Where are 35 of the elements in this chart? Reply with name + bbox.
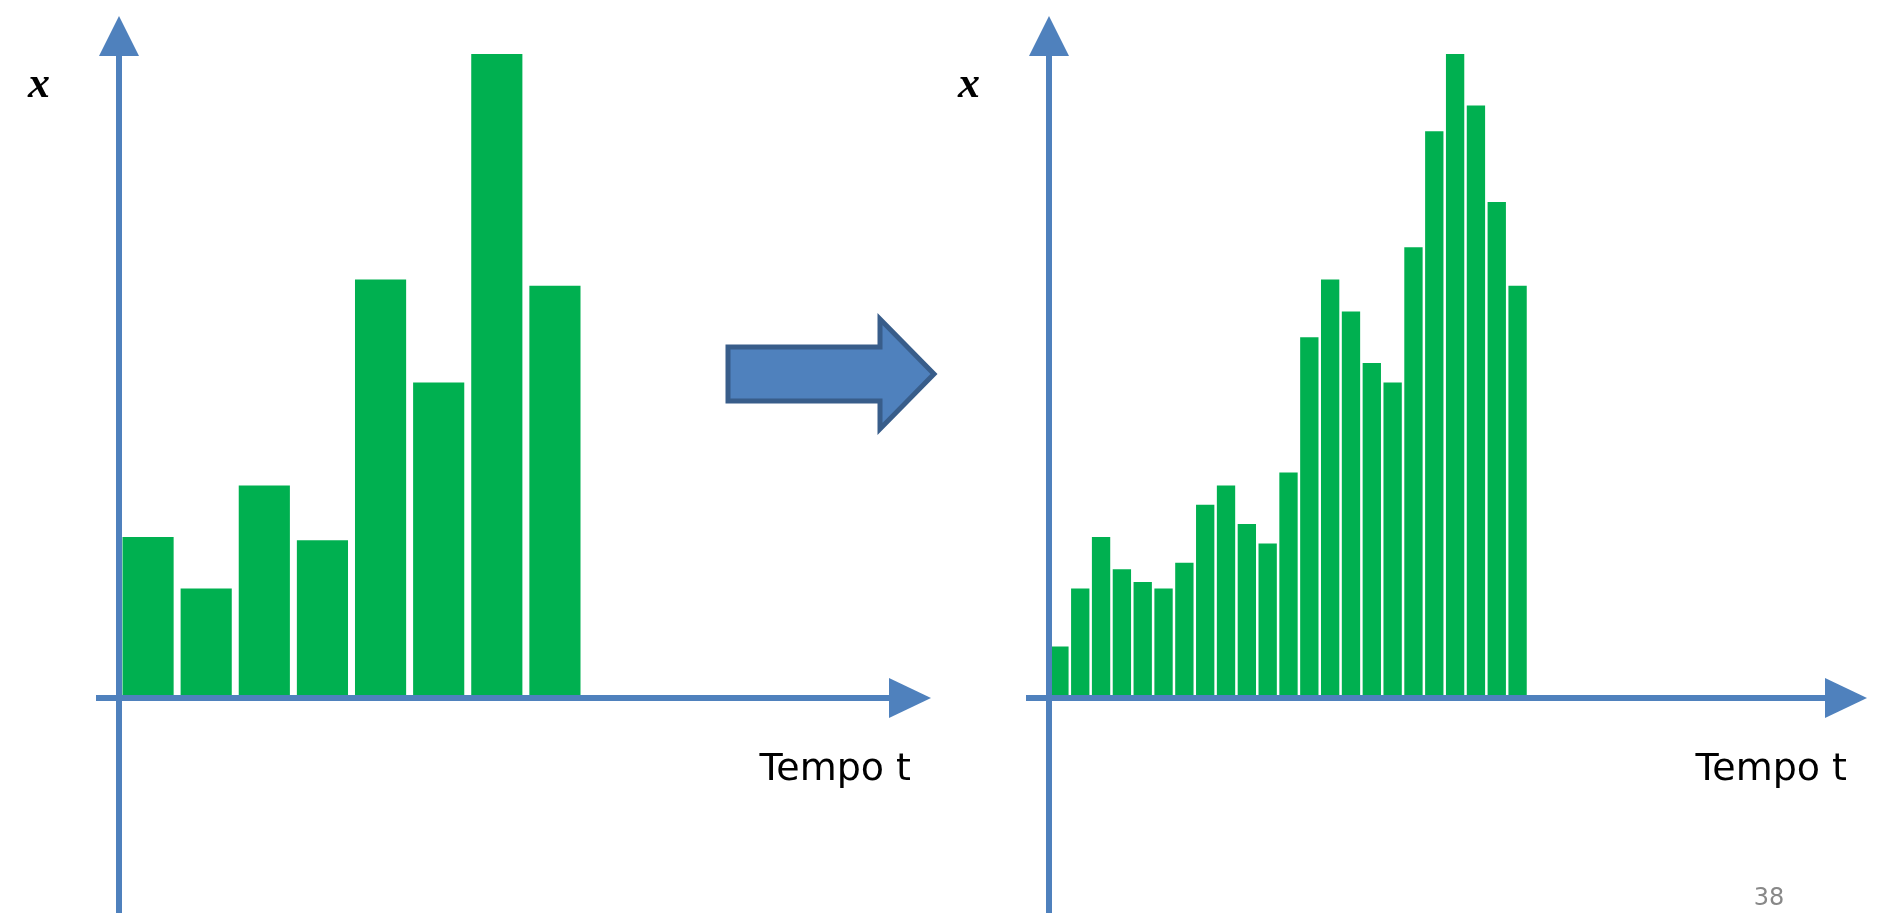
bar (1279, 472, 1298, 698)
bar (1362, 363, 1381, 698)
bar (1508, 285, 1527, 698)
text: 38 (1753, 883, 1785, 912)
bar (296, 540, 349, 698)
x-axis-title: Tempo t (1694, 744, 1847, 789)
bar (354, 279, 407, 698)
bar (1300, 337, 1319, 698)
bar (1487, 202, 1506, 698)
bar (180, 588, 232, 698)
bar (1445, 54, 1465, 698)
bar (1341, 311, 1361, 698)
bar (1404, 247, 1423, 698)
bar (1196, 504, 1215, 698)
bar (1320, 279, 1340, 698)
bar (413, 382, 465, 698)
bar (1071, 588, 1090, 698)
bar (1425, 131, 1444, 698)
x-axis-title: Tempo t (758, 744, 911, 789)
bar (1175, 562, 1194, 698)
bar (122, 537, 174, 698)
bar (238, 485, 290, 698)
bar (471, 54, 523, 698)
bar (1112, 569, 1132, 698)
y-axis-title: x (957, 58, 980, 108)
bar (1216, 485, 1236, 698)
bar (1237, 524, 1257, 698)
bar (1258, 543, 1277, 698)
y-axis-title: x (27, 58, 50, 108)
bar (1091, 537, 1111, 698)
bar (1133, 582, 1152, 698)
bar (1154, 588, 1173, 698)
bar (1466, 105, 1486, 698)
bar (529, 285, 581, 698)
bar (1383, 382, 1402, 698)
